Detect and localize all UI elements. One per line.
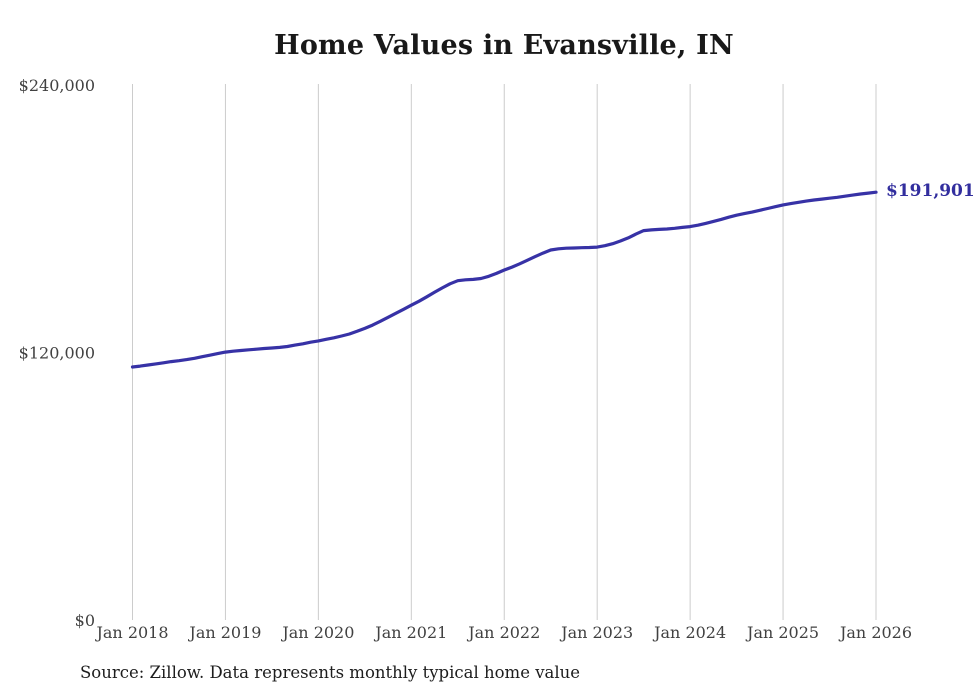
- y-axis-label: $120,000: [19, 344, 95, 363]
- home-value-series-line: [130, 190, 878, 369]
- x-axis-label: Jan 2019: [187, 623, 261, 642]
- y-axis-labels: $0 $120,000 $240,000: [19, 76, 95, 630]
- gridline-group: [132, 84, 877, 620]
- x-axis-label: Jan 2021: [373, 623, 447, 642]
- x-axis-labels: Jan 2018 Jan 2019 Jan 2020 Jan 2021 Jan 2022…: [94, 623, 912, 642]
- source-note: Source: Zillow. Data represents monthly …: [80, 663, 581, 682]
- x-axis-label: Jan 2025: [745, 623, 819, 642]
- x-axis-label: Jan 2018: [94, 623, 168, 642]
- y-axis-label: $0: [75, 611, 95, 630]
- chart-title: Home Values in Evansville, IN: [274, 30, 734, 61]
- x-axis-label: Jan 2026: [838, 623, 912, 642]
- x-axis-label: Jan 2023: [559, 623, 633, 642]
- y-axis-label: $240,000: [19, 76, 95, 95]
- x-axis-label: Jan 2024: [652, 623, 726, 642]
- latest-value-label: $191,901: [886, 181, 975, 201]
- x-axis-label: Jan 2022: [466, 623, 540, 642]
- x-axis-label: Jan 2020: [280, 623, 354, 642]
